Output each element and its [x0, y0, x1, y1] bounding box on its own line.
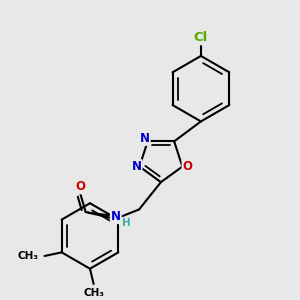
Text: Cl: Cl — [194, 31, 208, 44]
Text: O: O — [75, 180, 85, 194]
Text: CH₃: CH₃ — [83, 288, 104, 298]
Text: H: H — [122, 218, 131, 228]
Text: N: N — [111, 210, 121, 223]
Text: O: O — [182, 160, 193, 173]
Text: CH₃: CH₃ — [18, 251, 39, 261]
Text: N: N — [140, 132, 150, 145]
Text: N: N — [132, 160, 142, 173]
